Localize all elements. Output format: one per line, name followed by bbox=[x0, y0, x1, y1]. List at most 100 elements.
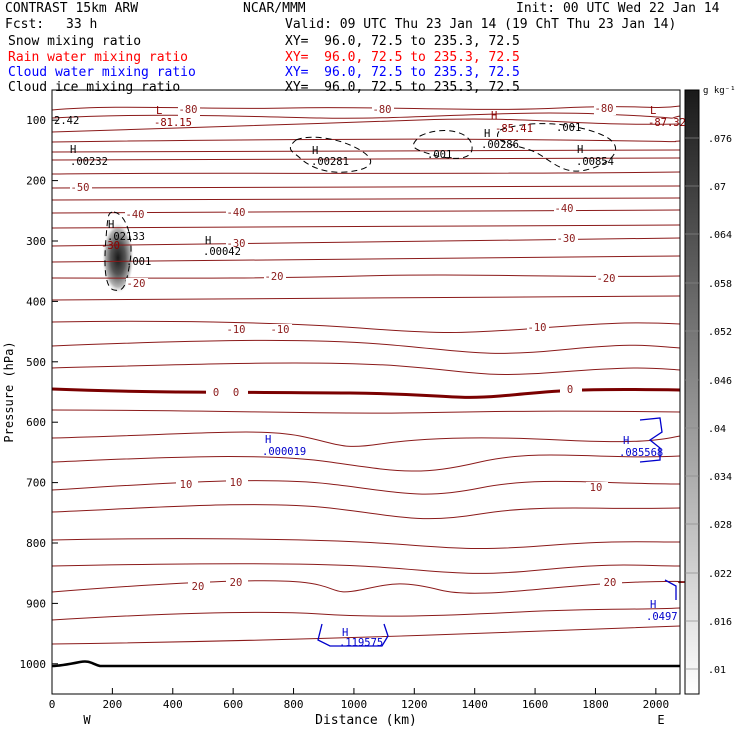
x-tick-label: 600 bbox=[223, 698, 243, 711]
contour-lower-1 bbox=[51, 504, 681, 520]
contour-lower-2 bbox=[51, 538, 681, 550]
contour-label-bg bbox=[188, 581, 210, 593]
contour-plus-20 bbox=[51, 580, 687, 594]
field-annotation: .00232 bbox=[70, 156, 108, 168]
field-annotation: .0497 bbox=[646, 611, 678, 623]
valid-time: Valid: 09 UTC Thu 23 Jan 14 (19 ChT Thu … bbox=[285, 17, 677, 32]
contour-mid-3 bbox=[51, 409, 681, 414]
contour-label-bg bbox=[226, 387, 248, 399]
forecast-hour: 33 h bbox=[66, 17, 98, 32]
contour-label-bg bbox=[594, 103, 616, 115]
colorbar-label: .064 bbox=[708, 230, 732, 241]
contour-label-bg bbox=[126, 278, 148, 290]
contour-label-bg bbox=[270, 324, 292, 336]
contour-upper-11 bbox=[51, 295, 681, 301]
contour-minus-30 bbox=[51, 237, 681, 247]
x-tick-label: 1200 bbox=[401, 698, 428, 711]
temperature-contour-label: 20 bbox=[230, 577, 243, 589]
west-label: W bbox=[83, 713, 91, 727]
contour-label-bg bbox=[264, 271, 286, 283]
contour-minus-50 bbox=[51, 185, 681, 189]
field-annotation: .001 bbox=[556, 122, 581, 134]
colorbar-label: .04 bbox=[708, 424, 726, 435]
forecast-label: Fcst: bbox=[5, 17, 45, 32]
field-annotation: .00042 bbox=[203, 246, 241, 258]
x-tick-label: 1000 bbox=[341, 698, 368, 711]
contour-mid-4 bbox=[51, 431, 681, 447]
ground-surface bbox=[51, 660, 680, 668]
colorbar-label: .046 bbox=[708, 376, 732, 387]
cloud-ice-contours bbox=[104, 123, 617, 291]
cloud-water-bottom bbox=[317, 623, 389, 647]
contour-label-bg bbox=[226, 238, 248, 250]
contour-upper-3 bbox=[51, 118, 681, 133]
field-xy-rain: XY= 96.0, 72.5 to 235.3, 72.5 bbox=[285, 50, 520, 65]
temperature-contour-label: -10 bbox=[271, 324, 290, 336]
temperature-contour-label: 20 bbox=[192, 581, 205, 593]
contour-label-bg bbox=[560, 384, 582, 396]
field-annotation: H bbox=[312, 145, 318, 157]
field-annotation: L bbox=[156, 105, 162, 117]
field-annotation: L bbox=[650, 105, 656, 117]
field-annotation: H bbox=[70, 144, 76, 156]
contour-label-bg bbox=[586, 482, 608, 494]
temperature-contour-label: -40 bbox=[126, 209, 145, 221]
contour-label-bg bbox=[70, 182, 92, 194]
contour-label-bg bbox=[226, 324, 248, 336]
contour-upper-5 bbox=[51, 149, 681, 153]
colorbar-label: .034 bbox=[708, 472, 732, 483]
colorbar-label: .07 bbox=[708, 182, 726, 193]
temperature-contour-label: 10 bbox=[230, 477, 243, 489]
field-annotation: H bbox=[484, 128, 490, 140]
contour-minus-20 bbox=[51, 274, 681, 279]
field-name-snow: Snow mixing ratio bbox=[8, 34, 142, 49]
field-annotation: H bbox=[623, 435, 629, 447]
field-annotation: -87.32 bbox=[648, 117, 686, 129]
colorbar-label: .076 bbox=[708, 134, 732, 145]
contour-label-bg bbox=[556, 233, 578, 245]
colorbar-label: .028 bbox=[708, 520, 732, 531]
contour-upper-2 bbox=[51, 112, 681, 119]
field-annotation: H bbox=[491, 110, 497, 122]
field-annotation: .085568 bbox=[619, 447, 663, 459]
ice-contour-east-2 bbox=[497, 123, 617, 172]
colorbar-unit: g kg⁻¹ bbox=[703, 86, 736, 96]
temperature-contour-label: -10 bbox=[528, 322, 547, 334]
field-name-rain: Rain water mixing ratio bbox=[8, 50, 189, 65]
contour-minus-10 bbox=[51, 339, 681, 354]
temperature-contour-label: 0 bbox=[567, 384, 573, 396]
colorbar-fill bbox=[684, 89, 700, 695]
temperature-contour-label: 10 bbox=[590, 482, 603, 494]
contour-upper-1 bbox=[51, 105, 681, 111]
field-annotation: H bbox=[650, 599, 656, 611]
x-tick-label: 1800 bbox=[582, 698, 609, 711]
field-xy-cloud-water: XY= 96.0, 72.5 to 235.3, 72.5 bbox=[285, 65, 520, 80]
contour-upper-4 bbox=[51, 138, 681, 143]
contour-label-bg bbox=[226, 577, 248, 589]
contour-label-bg bbox=[178, 104, 200, 116]
field-xy-cloud-ice: XY= 96.0, 72.5 to 235.3, 72.5 bbox=[285, 80, 520, 95]
field-name-cloud-ice: Cloud ice mixing ratio bbox=[8, 80, 181, 95]
field-xy-snow: XY= 96.0, 72.5 to 235.3, 72.5 bbox=[285, 34, 520, 49]
field-annotation: H bbox=[265, 434, 271, 446]
field-annotation: H bbox=[577, 144, 583, 156]
x-tick-label: 200 bbox=[102, 698, 122, 711]
contour-lower-5 bbox=[51, 625, 681, 645]
model-title: CONTRAST 15km ARW bbox=[5, 1, 139, 16]
field-annotation: .00286 bbox=[481, 139, 519, 151]
field-annotation: -30 bbox=[101, 240, 120, 252]
contour-plus-10 bbox=[51, 480, 681, 495]
y-tick-label: 500 bbox=[26, 356, 46, 369]
x-tick-label: 0 bbox=[49, 698, 56, 711]
temperature-contour-label: -20 bbox=[127, 278, 146, 290]
contour-label-bg bbox=[226, 477, 248, 489]
ice-contour-mid bbox=[289, 136, 372, 173]
field-annotation: -85.41 bbox=[495, 123, 533, 135]
center-label: NCAR/MMM bbox=[243, 1, 306, 16]
colorbar-label: .01 bbox=[708, 665, 726, 676]
colorbar-label: .058 bbox=[708, 279, 732, 290]
contour-lower-4 bbox=[51, 607, 681, 621]
contour-label-bg bbox=[176, 479, 198, 491]
